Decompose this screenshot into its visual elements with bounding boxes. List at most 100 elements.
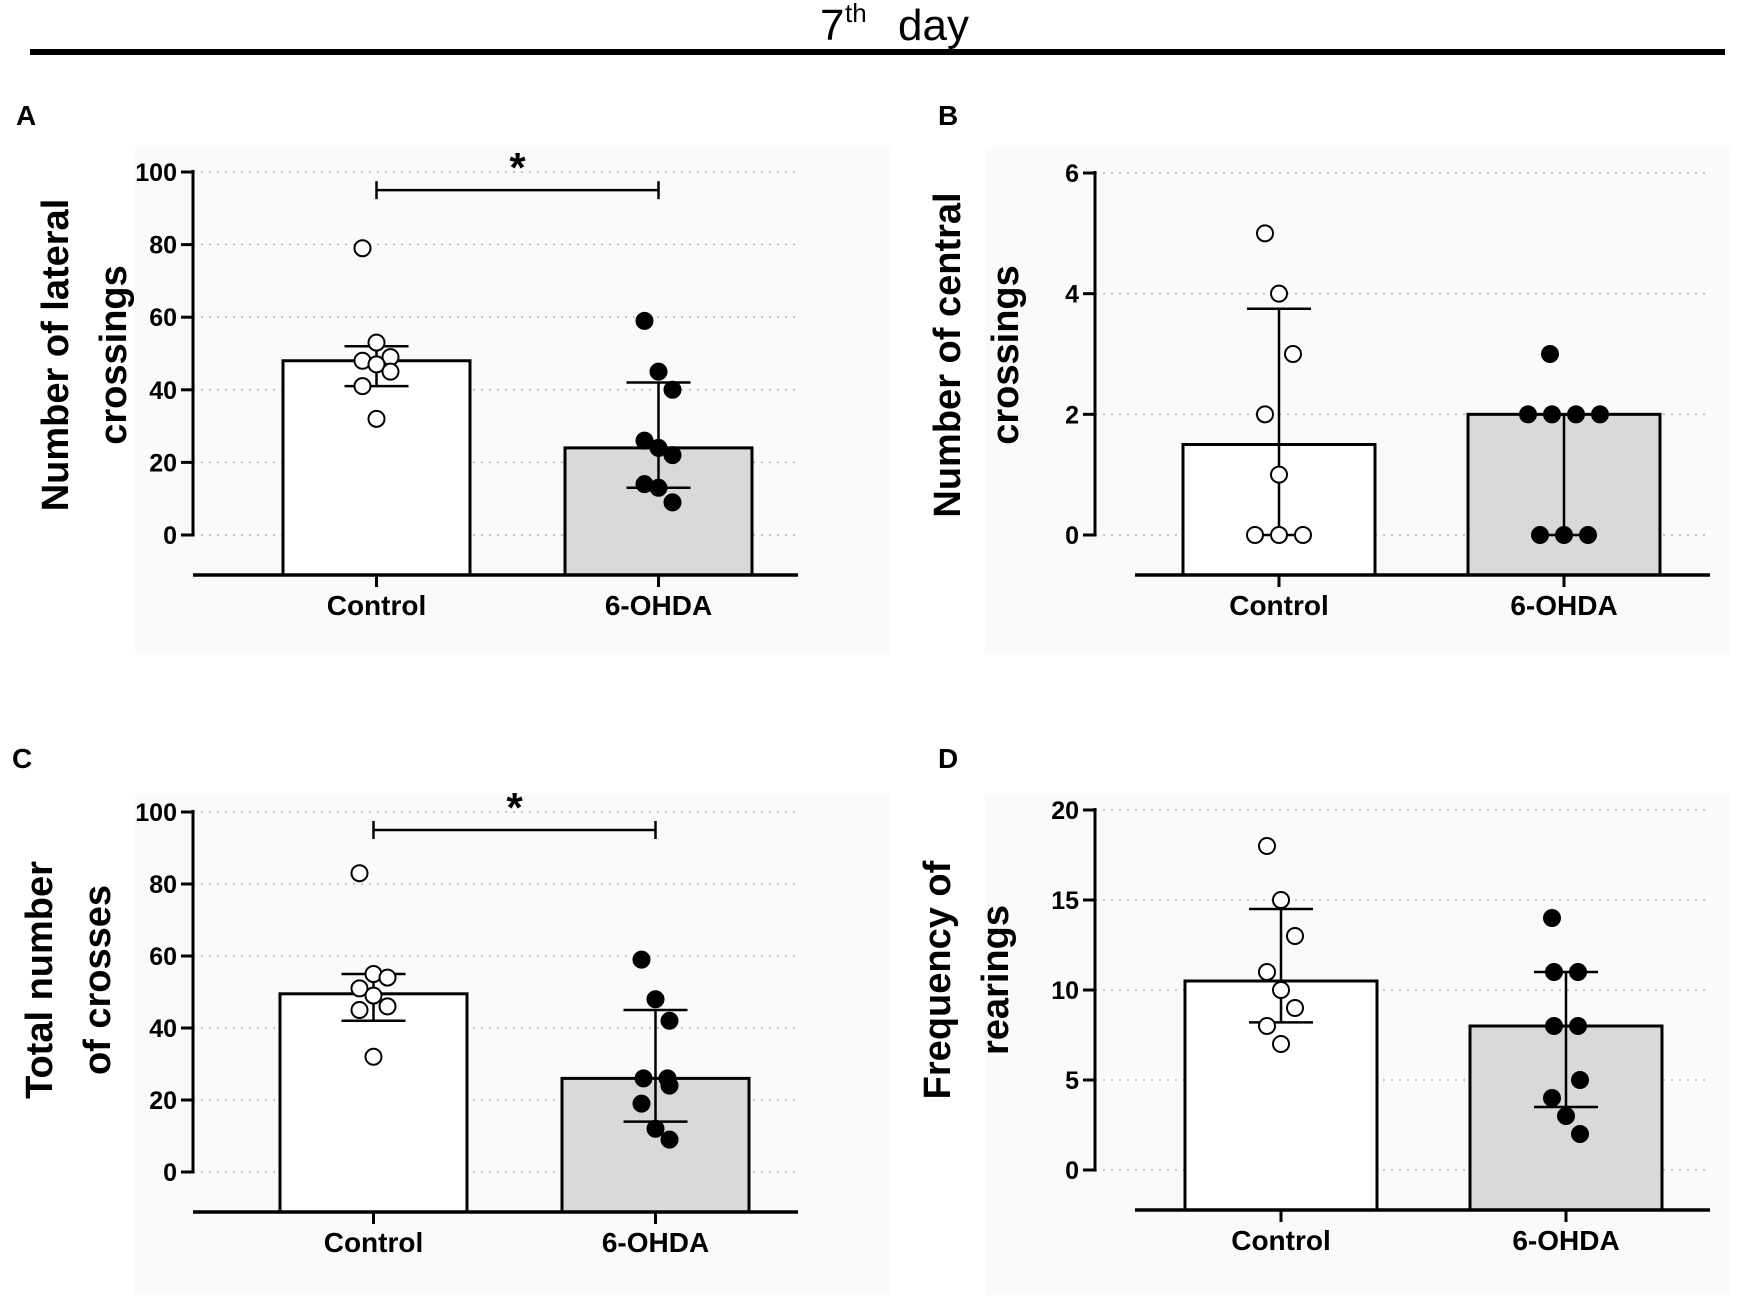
panel-c-point-0-2 bbox=[378, 968, 397, 987]
panel-a-ytick-label-3: 60 bbox=[149, 304, 177, 332]
panel-c-ytick-label-1: 20 bbox=[149, 1087, 177, 1115]
panel-c-significance-star: * bbox=[506, 784, 523, 831]
panel-d-point-0-0 bbox=[1258, 837, 1276, 855]
panel-d-point-1-5 bbox=[1571, 1071, 1589, 1089]
panel-d-point-0-3 bbox=[1258, 963, 1276, 981]
panel-a-ylabel-line-0: Number of lateral bbox=[35, 199, 77, 512]
panel-d-point-1-6 bbox=[1543, 1089, 1561, 1107]
panel-b-point-1-0 bbox=[1541, 345, 1559, 363]
panel-c-point-0-5 bbox=[378, 997, 397, 1016]
panel-b-point-1-1 bbox=[1519, 405, 1537, 424]
panel-d-point-0-4 bbox=[1272, 981, 1290, 999]
panel-d-ytick-label-1: 5 bbox=[1065, 1067, 1079, 1095]
panel-d-point-0-2 bbox=[1286, 927, 1304, 945]
panel-c-point-0-4 bbox=[364, 986, 383, 1005]
panel-c-point-1-3 bbox=[634, 1069, 653, 1088]
panel-a-category-label-0: Control bbox=[327, 590, 427, 621]
panel-b-point-1-4 bbox=[1591, 405, 1609, 424]
panel-d-point-0-1 bbox=[1272, 891, 1290, 909]
panel-c-ylabel-line-1: of crosses bbox=[77, 885, 119, 1075]
panel-b-point-1-6 bbox=[1555, 526, 1573, 544]
panel-b-ytick-label-1: 2 bbox=[1065, 401, 1079, 429]
panel-c-category-label-1: 6-OHDA bbox=[602, 1227, 709, 1258]
panel-c-ytick-label-4: 80 bbox=[149, 871, 177, 899]
chart-panel-b: B 0 2 4 6 Control 6-OHDA Number of central cross… bbox=[927, 100, 1730, 653]
header-day-word: day bbox=[898, 1, 969, 50]
panel-d-ylabel-line-0: Frequency of bbox=[917, 860, 959, 1099]
panel-a-point-1-0 bbox=[635, 311, 654, 330]
panel-a-ytick-label-5: 100 bbox=[135, 159, 177, 187]
panel-b-point-1-7 bbox=[1579, 526, 1597, 544]
panel-b-ytick-label-2: 4 bbox=[1065, 281, 1079, 309]
panel-a-bar-control bbox=[281, 359, 472, 577]
panel-c-ytick-label-5: 100 bbox=[135, 799, 177, 827]
panel-a-point-1-2 bbox=[663, 380, 682, 399]
panel-d-ylabel-line-1: rearings bbox=[975, 905, 1017, 1055]
panel-c-point-1-0 bbox=[632, 950, 651, 969]
panel-d-point-1-0 bbox=[1543, 909, 1561, 927]
panel-c-letter: C bbox=[12, 743, 32, 774]
panel-d-point-0-5 bbox=[1286, 999, 1304, 1017]
panel-c-ytick-label-2: 40 bbox=[149, 1015, 177, 1043]
header-day-number: 7 bbox=[820, 1, 844, 50]
panel-a-ytick-label-0: 0 bbox=[163, 522, 177, 550]
panel-d-point-1-1 bbox=[1545, 963, 1563, 981]
panel-d-point-1-3 bbox=[1545, 1017, 1563, 1035]
panel-b-ytick-label-0: 0 bbox=[1065, 522, 1079, 550]
panel-c-point-1-7 bbox=[646, 1119, 665, 1138]
panel-a-point-1-3 bbox=[635, 431, 654, 450]
panel-a-point-1-5 bbox=[663, 446, 682, 465]
panel-c-background bbox=[135, 795, 890, 1295]
panel-b-point-0-3 bbox=[1256, 405, 1274, 424]
panel-c-point-1-8 bbox=[660, 1130, 679, 1149]
panel-c-point-0-0 bbox=[350, 864, 369, 883]
panel-b-background bbox=[985, 148, 1730, 653]
panel-a-point-0-5 bbox=[381, 362, 400, 381]
panel-b-point-1-5 bbox=[1531, 526, 1549, 544]
panel-d-point-1-4 bbox=[1569, 1017, 1587, 1035]
panel-a-point-1-4 bbox=[649, 438, 668, 457]
panel-a-ytick-label-1: 20 bbox=[149, 449, 177, 477]
panel-c-bar-control bbox=[278, 992, 469, 1214]
panel-b-letter: B bbox=[938, 100, 958, 131]
panel-b-category-label-0: Control bbox=[1229, 590, 1329, 621]
panel-c-ylabel-line-0: Total number bbox=[19, 861, 61, 1099]
panel-c-ytick-label-0: 0 bbox=[163, 1159, 177, 1187]
panel-b-point-0-7 bbox=[1294, 526, 1312, 544]
panel-c-point-1-6 bbox=[632, 1094, 651, 1113]
panel-d-point-1-2 bbox=[1569, 963, 1587, 981]
panel-d-point-0-7 bbox=[1272, 1035, 1290, 1053]
panel-d-ytick-label-0: 0 bbox=[1065, 1157, 1079, 1185]
panel-d-category-label-0: Control bbox=[1231, 1225, 1331, 1256]
panel-a-ylabel-line-1: crossings bbox=[93, 265, 135, 445]
panel-a-letter: A bbox=[16, 100, 36, 131]
panel-c-point-0-3 bbox=[350, 979, 369, 998]
panel-a-point-0-0 bbox=[353, 239, 372, 258]
panel-a-point-0-1 bbox=[367, 333, 386, 352]
panel-b-point-0-2 bbox=[1284, 345, 1302, 363]
panel-c-point-1-2 bbox=[660, 1011, 679, 1030]
panel-b-ylabel-line-1: crossings bbox=[985, 265, 1027, 445]
panel-a-category-label-1: 6-OHDA bbox=[605, 590, 712, 621]
chart-panel-a: A 0 20 40 60 80 100 Control 6-OHDA Number of late… bbox=[16, 100, 890, 653]
panel-b-point-0-5 bbox=[1246, 526, 1264, 544]
chart-panel-c: C 0 20 40 60 80 100 Control 6-OHDA Total number of… bbox=[12, 743, 890, 1295]
panel-b-point-1-3 bbox=[1567, 405, 1585, 424]
panel-d-category-label-1: 6-OHDA bbox=[1512, 1225, 1619, 1256]
panel-b-point-0-6 bbox=[1270, 526, 1288, 544]
panel-d-point-1-8 bbox=[1571, 1125, 1589, 1143]
panel-a-point-0-7 bbox=[367, 409, 386, 428]
panel-a-point-1-1 bbox=[649, 362, 668, 381]
figure-header: 7 th day bbox=[30, 0, 1725, 55]
panel-c-category-label-0: Control bbox=[324, 1227, 424, 1258]
panel-a-point-1-8 bbox=[663, 493, 682, 512]
panel-b-ytick-label-3: 6 bbox=[1065, 160, 1079, 188]
chart-panel-d: D 0 5 10 15 20 Control 6-OHDA Frequency of rearin… bbox=[917, 743, 1730, 1295]
panel-c-point-1-1 bbox=[646, 990, 665, 1009]
panel-d-ytick-label-4: 20 bbox=[1051, 797, 1079, 825]
panel-d-ytick-label-2: 10 bbox=[1051, 977, 1079, 1005]
panel-a-ytick-label-4: 80 bbox=[149, 232, 177, 260]
panel-b-point-1-2 bbox=[1543, 405, 1561, 424]
panel-d-point-1-7 bbox=[1557, 1107, 1575, 1125]
